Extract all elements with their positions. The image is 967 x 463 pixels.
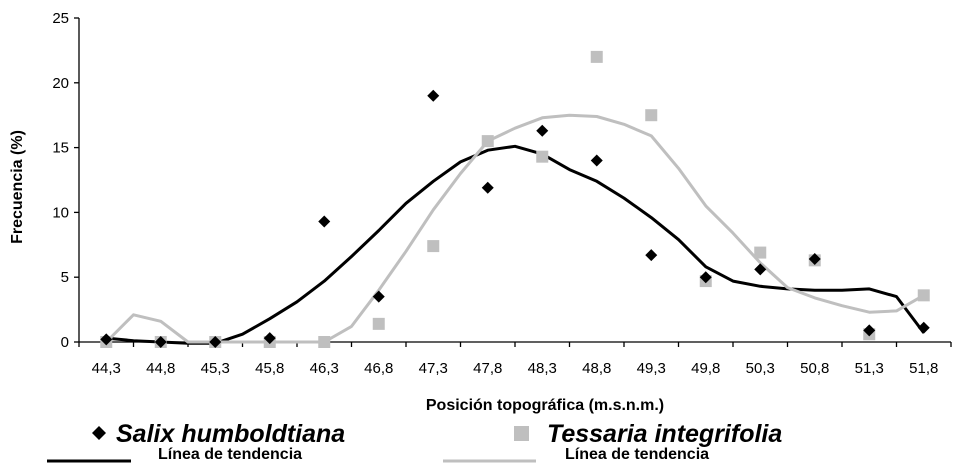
point-tessaria [590,50,603,63]
y-tick-label: 0 [61,334,69,351]
point-tessaria [754,246,767,259]
x-tick-label: 44,8 [146,360,175,377]
x-axis-label: Posición topográfica (m.s.n.m.) [426,397,664,414]
x-tick-label: 48,3 [528,360,557,377]
legend-marker-salix [92,426,106,440]
point-tessaria [536,150,549,163]
x-tick-label: 46,8 [364,360,393,377]
point-salix [263,332,276,345]
legend: Salix humboldtiana Tessaria integrifolia… [47,420,782,463]
legend-label-trend-salix: Línea de tendencia [158,446,302,463]
point-salix [427,89,440,102]
y-tick-label: 15 [52,140,69,157]
point-tessaria [917,289,930,302]
x-tick-label: 45,8 [255,360,284,377]
trendline-tessaria [105,113,925,344]
point-salix [154,336,167,348]
point-tessaria [372,317,385,330]
point-salix [863,324,876,337]
point-salix [590,154,603,167]
point-salix [754,263,767,276]
point-salix [645,249,658,262]
x-tick-label: 51,8 [909,360,938,377]
point-tessaria [318,336,331,348]
legend-entry-salix: Salix humboldtiana [92,420,345,448]
legend-entry-trend-tessaria: Línea de tendencia [443,446,709,463]
point-tessaria [645,109,658,122]
point-salix [917,321,930,334]
x-tick-label: 48,8 [582,360,611,377]
x-tick-label: 49,8 [691,360,720,377]
x-tick-label: 45,3 [201,360,230,377]
x-tick-label: 44,3 [92,360,121,377]
point-salix [318,215,331,228]
legend-label-salix: Salix humboldtiana [116,420,345,448]
x-tick-label: 46,3 [310,360,339,377]
legend-marker-tessaria [514,426,529,441]
point-salix [372,290,385,303]
x-tick-label: 47,8 [473,360,502,377]
y-tick-label: 10 [52,204,69,221]
axes [74,17,952,347]
point-salix [536,124,549,137]
point-salix [100,333,113,346]
point-tessaria [481,135,494,148]
x-tick-label: 51,3 [855,360,884,377]
point-salix [481,181,494,194]
legend-label-trend-tessaria: Línea de tendencia [565,446,709,463]
legend-entry-trend-salix: Línea de tendencia [47,446,302,463]
legend-entry-tessaria: Tessaria integrifolia [514,420,782,448]
y-axis-label: Frecuencia (%) [9,130,26,244]
point-salix [699,271,712,284]
data-points [100,50,930,348]
point-salix [808,253,821,266]
x-tick-label: 50,3 [746,360,775,377]
point-tessaria [427,240,440,253]
y-tick-labels: 0 5 10 15 20 25 [52,10,69,351]
y-tick-label: 20 [52,75,69,92]
trendlines [105,113,925,345]
y-tick-label: 5 [61,269,69,286]
legend-label-tessaria: Tessaria integrifolia [547,420,782,448]
x-tick-labels: 44,3 44,8 45,3 45,8 46,3 46,8 47,3 47,8 48,3 48,8… [92,360,939,377]
x-tick-label: 47,3 [419,360,448,377]
y-tick-label: 25 [52,10,69,27]
x-tick-label: 50,8 [800,360,829,377]
x-tick-label: 49,3 [637,360,666,377]
point-salix [209,336,222,348]
trendline-salix [106,144,925,345]
